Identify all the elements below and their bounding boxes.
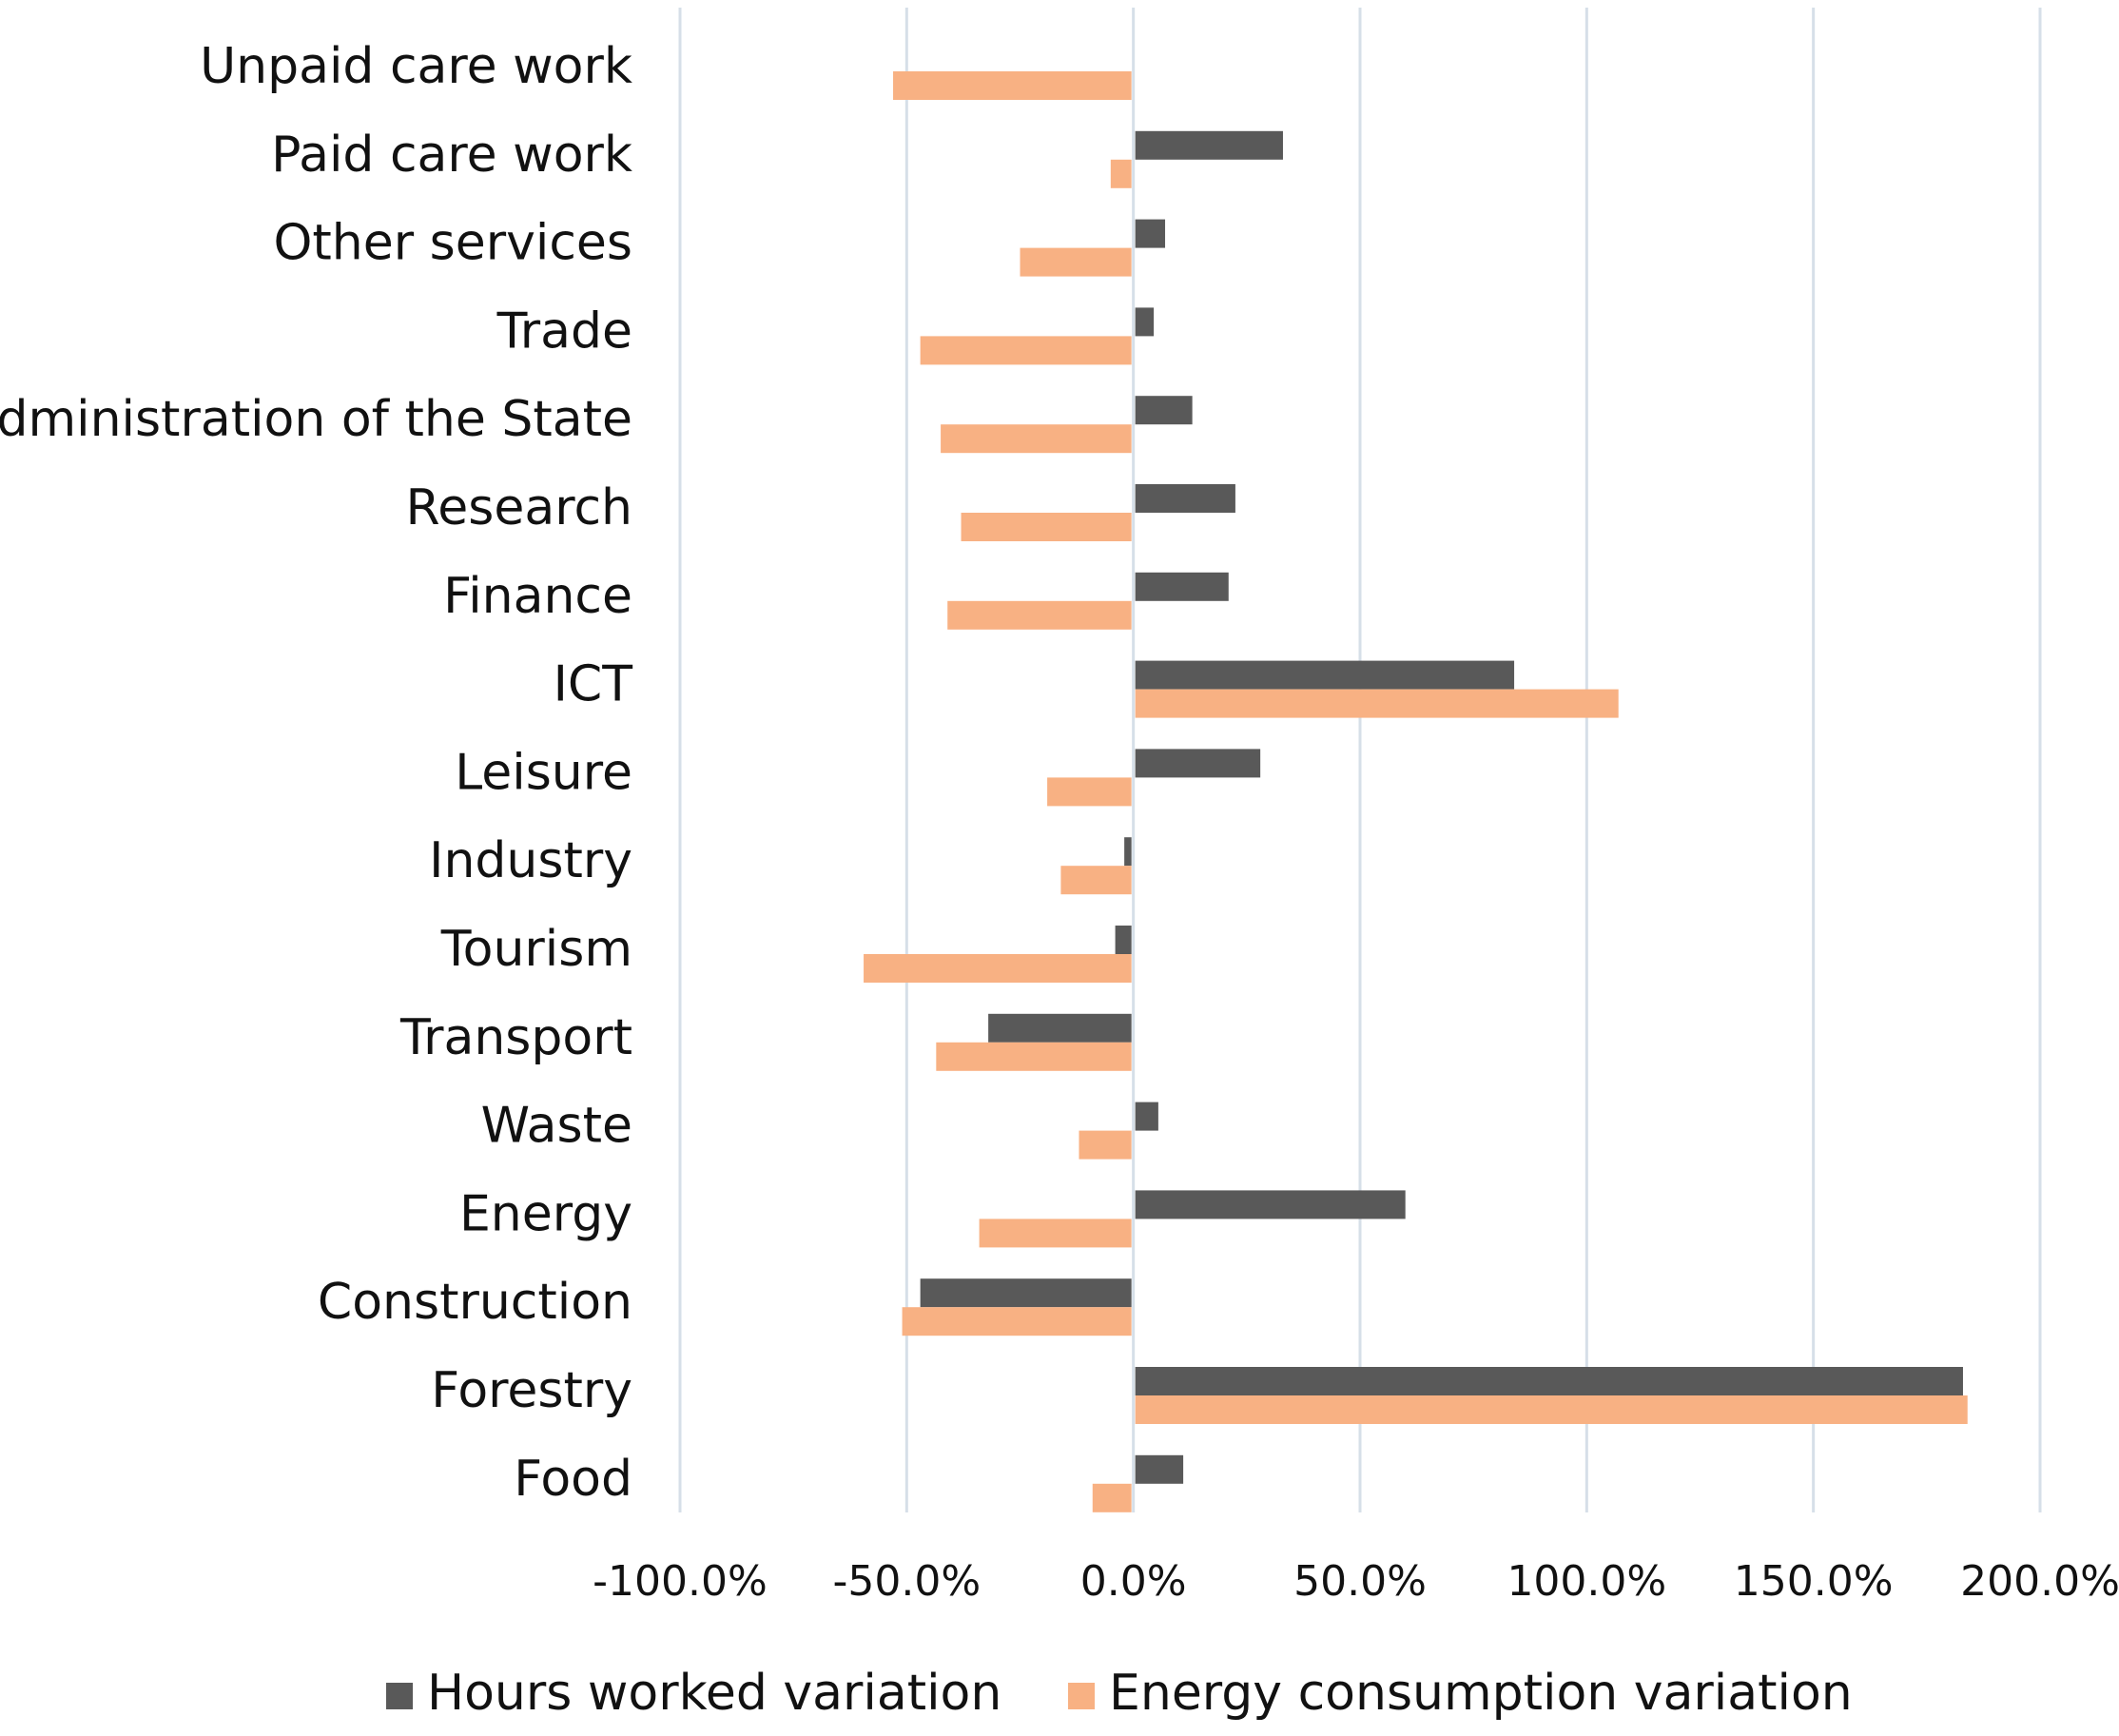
- x-tick-label: 100.0%: [1507, 1557, 1666, 1606]
- category-label: Tourism: [440, 921, 632, 978]
- hours-worked-bar-forestry: [1135, 1367, 1963, 1395]
- energy-consumption-bar-unpaid-care-work: [893, 71, 1132, 100]
- hours-worked-bar-waste: [1135, 1102, 1158, 1131]
- hours-worked-bar-energy: [1135, 1190, 1406, 1219]
- category-label: Forestry: [431, 1362, 632, 1419]
- energy-consumption-bar-tourism: [864, 954, 1132, 983]
- category-label: ICT: [554, 656, 633, 713]
- category-label: Industry: [429, 832, 632, 889]
- category-label: Research: [405, 479, 632, 536]
- energy-consumption-bar-waste: [1079, 1130, 1132, 1160]
- x-tick-label: 50.0%: [1293, 1557, 1427, 1606]
- hours-worked-bar-research: [1135, 484, 1235, 513]
- x-tick-label: 0.0%: [1080, 1557, 1187, 1606]
- legend-swatch-energy-consumption: [1068, 1683, 1095, 1709]
- category-label: Food: [514, 1451, 632, 1508]
- energy-consumption-bar-administration-of-the-state: [941, 424, 1132, 454]
- category-label: Other services: [273, 215, 632, 272]
- legend: Hours worked variation Energy consumption…: [386, 1665, 1853, 1722]
- category-label: Transport: [399, 1009, 632, 1066]
- energy-consumption-bar-transport: [936, 1042, 1132, 1071]
- energy-consumption-bar-other-services: [1020, 247, 1132, 277]
- hours-worked-bar-tourism: [1115, 926, 1132, 954]
- energy-consumption-bar-paid-care-work: [1110, 159, 1132, 188]
- energy-consumption-bar-trade: [920, 336, 1132, 365]
- category-label: Waste: [481, 1098, 632, 1155]
- hours-worked-bar-leisure: [1135, 749, 1261, 778]
- hours-worked-bar-other-services: [1135, 219, 1166, 248]
- energy-consumption-bar-finance: [947, 600, 1132, 630]
- hours-worked-bar-administration-of-the-state: [1135, 396, 1193, 425]
- category-label: Unpaid care work: [200, 38, 632, 95]
- legend-swatch-hours-worked: [386, 1683, 413, 1709]
- x-tick-label: 200.0%: [1960, 1557, 2119, 1606]
- energy-consumption-bar-construction: [902, 1307, 1132, 1336]
- energy-consumption-bar-research: [961, 513, 1132, 541]
- category-label: Paid care work: [271, 127, 632, 184]
- category-label: Energy: [459, 1185, 632, 1242]
- legend-label-hours-worked: Hours worked variation: [427, 1665, 1001, 1722]
- energy-consumption-bar-leisure: [1047, 777, 1132, 807]
- energy-consumption-bar-forestry: [1135, 1395, 1968, 1424]
- hours-worked-bar-construction: [920, 1278, 1132, 1308]
- category-label: Finance: [443, 568, 632, 625]
- energy-consumption-bar-industry: [1060, 866, 1132, 895]
- energy-consumption-bar-food: [1092, 1483, 1132, 1512]
- hours-worked-bar-trade: [1135, 307, 1155, 337]
- gridlines: [678, 8, 2042, 1512]
- energy-consumption-bar-energy: [979, 1219, 1132, 1248]
- hours-worked-bar-industry: [1124, 837, 1132, 867]
- bars: [864, 71, 1968, 1512]
- category-label: Construction: [318, 1274, 632, 1331]
- x-tick-label: -50.0%: [833, 1557, 982, 1606]
- x-axis-tick-labels: -100.0% -50.0% 0.0% 50.0% 100.0% 150.0% 200.0%: [593, 1557, 2119, 1606]
- hours-worked-bar-finance: [1135, 572, 1229, 601]
- hours-worked-bar-paid-care-work: [1135, 130, 1283, 160]
- x-tick-label: -100.0%: [593, 1557, 768, 1606]
- hours-worked-bar-transport: [988, 1013, 1132, 1043]
- x-tick-label: 150.0%: [1734, 1557, 1894, 1606]
- legend-label-energy-consumption: Energy consumption variation: [1109, 1665, 1853, 1722]
- hours-worked-bar-ict: [1135, 660, 1515, 690]
- category-label: Trade: [496, 302, 632, 360]
- category-label: Leisure: [455, 744, 632, 801]
- category-labels: Unpaid care work Paid care work Other serv…: [0, 38, 632, 1508]
- energy-consumption-bar-ict: [1135, 689, 1619, 718]
- hours-worked-bar-food: [1135, 1454, 1184, 1484]
- category-label: Administration of the State: [0, 391, 632, 448]
